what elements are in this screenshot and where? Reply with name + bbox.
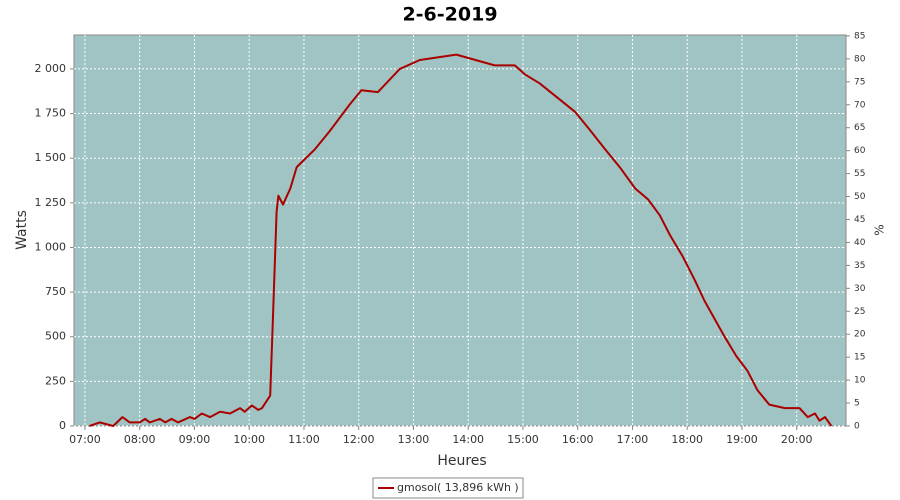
y2-tick-label: 35 [854,261,865,271]
y2-tick-label: 75 [854,77,865,87]
y-tick-label: 1 000 [35,240,67,253]
plot-area [73,34,847,427]
x-tick-label: 17:00 [617,433,649,446]
y-tick-label: 1 750 [35,107,67,120]
y-tick-label: 0 [59,419,66,432]
y-tick-label: 250 [45,374,66,387]
legend-label: gmosol( 13,896 kWh ) [397,481,519,494]
y2-tick-label: 0 [854,422,860,432]
x-tick-label: 13:00 [398,433,430,446]
legend: gmosol( 13,896 kWh ) [372,477,524,499]
y2-tick-label: 50 [854,192,866,202]
y-axis-label: Watts [14,210,30,250]
chart-title: 2-6-2019 [402,4,497,26]
y2-tick-label: 85 [854,31,865,41]
x-tick-label: 16:00 [562,433,594,446]
x-tick-label: 11:00 [288,433,320,446]
x-tick-label: 12:00 [343,433,375,446]
y-tick-label: 2 000 [35,62,67,75]
y2-tick-label: 40 [854,238,866,248]
y2-tick-label: 5 [854,399,860,409]
x-tick-label: 07:00 [69,433,101,446]
x-tick-label: 18:00 [671,433,703,446]
x-tick-label: 09:00 [179,433,211,446]
y2-tick-label: 30 [854,284,866,294]
y2-tick-label: 25 [854,307,865,317]
y2-tick-label: 70 [854,100,866,110]
y-tick-label: 750 [45,285,66,298]
data-line [89,53,833,427]
x-tick-label: 15:00 [507,433,539,446]
y2-axis-label: % [873,224,887,235]
y2-tick-label: 60 [854,146,866,156]
x-tick-label: 20:00 [781,433,813,446]
x-tick-label: 19:00 [726,433,758,446]
y-tick-label: 500 [45,330,66,343]
y-tick-label: 1 250 [35,196,67,209]
y2-tick-label: 55 [854,169,865,179]
y-tick-label: 1 500 [35,151,67,164]
y2-tick-label: 80 [854,54,866,64]
y2-tick-label: 45 [854,215,865,225]
x-axis-label: Heures [437,453,486,469]
x-tick-label: 14:00 [452,433,484,446]
legend-box [372,477,524,499]
x-tick-label: 10:00 [233,433,265,446]
x-tick-label: 08:00 [124,433,156,446]
y2-tick-label: 20 [854,330,866,340]
y2-tick-label: 65 [854,123,865,133]
y2-tick-label: 15 [854,353,865,363]
y2-tick-label: 10 [854,376,866,386]
